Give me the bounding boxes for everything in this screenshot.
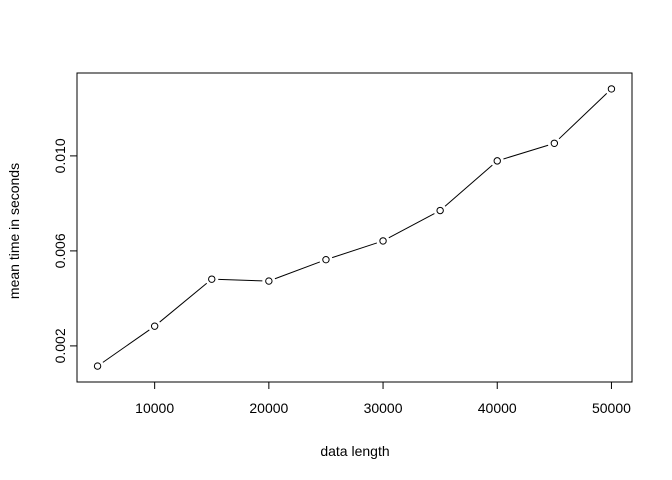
x-tick-label: 10000 [135, 400, 174, 416]
x-tick-label: 30000 [364, 400, 403, 416]
y-tick-label: 0.002 [52, 328, 68, 363]
series-points-group [93, 85, 616, 370]
x-tick-label: 50000 [592, 400, 631, 416]
x-axis-title: data length [320, 443, 389, 459]
y-tick-label: 0.006 [52, 233, 68, 268]
data-point [265, 277, 273, 285]
data-point [607, 85, 616, 93]
series-segment [503, 144, 549, 160]
series-segment [331, 242, 378, 259]
data-point [550, 139, 559, 148]
data-point [150, 322, 159, 330]
x-axis: 10000 20000 30000 40000 50000 [135, 381, 631, 416]
plot-frame [76, 72, 633, 383]
series-segment [388, 213, 435, 239]
series-line-group [102, 93, 608, 363]
x-tick-label: 20000 [249, 400, 288, 416]
series-segment [218, 278, 263, 282]
series-segment [102, 329, 150, 363]
data-point [322, 255, 330, 264]
y-tick-label: 0.010 [52, 138, 68, 173]
x-tick-label: 40000 [478, 400, 517, 416]
series-segment [558, 93, 608, 140]
series-segment [274, 261, 321, 280]
data-point [208, 275, 216, 283]
series-segment [444, 164, 493, 207]
data-point [93, 362, 102, 370]
y-axis-title: mean time in seconds [6, 163, 22, 299]
data-point [493, 157, 501, 165]
data-point [436, 206, 444, 215]
y-axis: 0.002 0.006 0.010 [52, 138, 78, 363]
data-point [379, 237, 387, 245]
series-segment [159, 282, 208, 323]
